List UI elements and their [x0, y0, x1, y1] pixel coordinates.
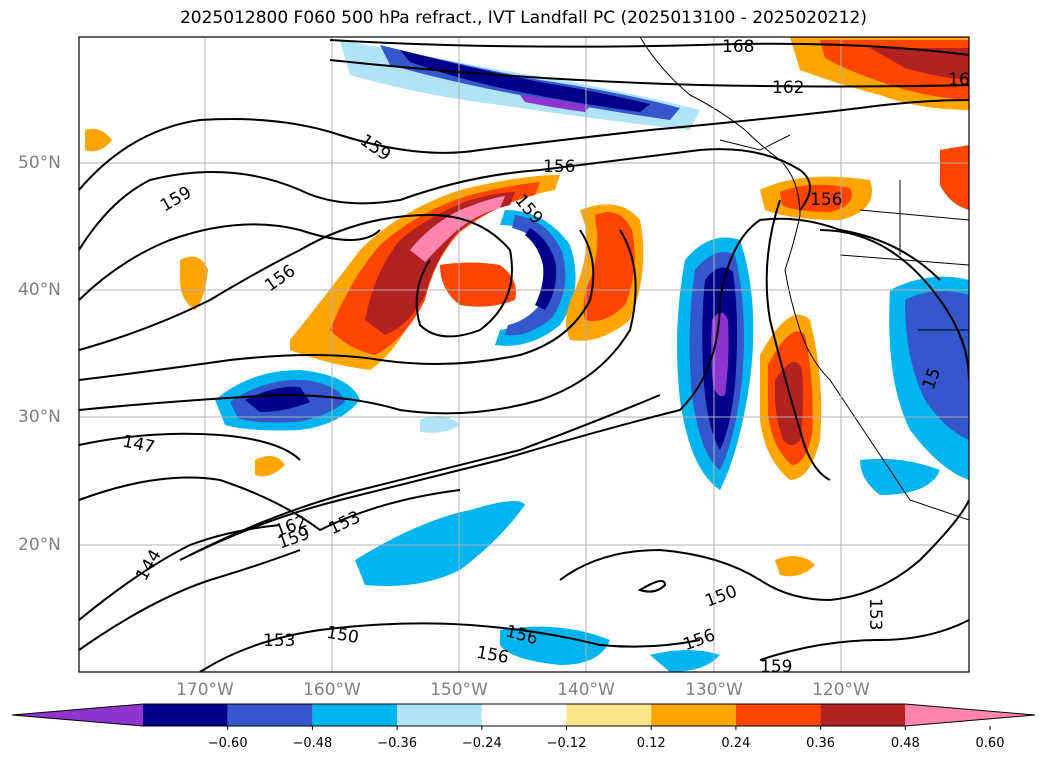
colorbar-segment	[397, 704, 482, 726]
colorbar-tick-label: 0.48	[890, 736, 920, 751]
colorbar-tick-label: 0.60	[975, 736, 1005, 751]
colorbar-segment	[651, 704, 736, 726]
contour-label: 156	[810, 190, 842, 210]
colorbar-extend-min	[12, 704, 143, 726]
longitude-label: 170°W	[176, 680, 234, 700]
contour-label: 153	[865, 598, 885, 630]
latitude-label: 20°N	[18, 535, 61, 555]
colorbar	[11, 703, 1036, 730]
longitude-label: 160°W	[303, 680, 361, 700]
height-contours	[79, 39, 969, 672]
colorbar-tick-label: −0.24	[461, 736, 502, 751]
colorbar-tick-label: −0.12	[546, 736, 587, 751]
neg-area-south	[355, 501, 525, 586]
neg-area-southeast	[500, 626, 610, 665]
colorbar-segment	[735, 704, 821, 726]
colorbar-segment	[566, 704, 652, 726]
longitude-label: 130°W	[685, 680, 743, 700]
contour-label: 168	[722, 37, 754, 57]
colorbar-tick-label: 0.36	[806, 736, 836, 751]
colorbar-tick-label: −0.60	[207, 736, 248, 751]
colorbar-segment	[143, 704, 228, 726]
colorbar-extend-max	[905, 704, 1035, 726]
contour-label: 162	[772, 78, 804, 98]
neg-area-north-core	[400, 50, 650, 112]
contour-label: 16	[948, 70, 970, 90]
colorbar-segment	[312, 704, 398, 726]
map-frame-border	[78, 36, 970, 673]
chart-title: 2025012800 F060 500 hPa refract., IVT La…	[179, 8, 867, 28]
longitude-label: 140°W	[557, 680, 615, 700]
colorbar-tick-label: 0.24	[721, 736, 751, 751]
contour-label: 159	[760, 657, 792, 677]
colorbar-segment	[820, 704, 906, 726]
latitude-label: 50°N	[18, 153, 61, 173]
colorbar-tick-label: 0.12	[636, 736, 666, 751]
colorbar-segment	[481, 704, 567, 726]
contour-label: 156	[543, 157, 575, 177]
latitude-label: 40°N	[18, 280, 61, 300]
longitude-label: 150°W	[430, 680, 488, 700]
contour-label: 153	[263, 631, 295, 651]
coastline-layer	[639, 37, 969, 521]
grid-lines	[79, 37, 969, 672]
longitude-label: 120°W	[812, 680, 870, 700]
latitude-label: 30°N	[18, 407, 61, 427]
colorbar-tick-label: −0.48	[292, 736, 333, 751]
colorbar-outline	[11, 703, 1036, 727]
colorbar-tick-label: −0.36	[377, 736, 418, 751]
colorbar-segment	[227, 704, 313, 726]
